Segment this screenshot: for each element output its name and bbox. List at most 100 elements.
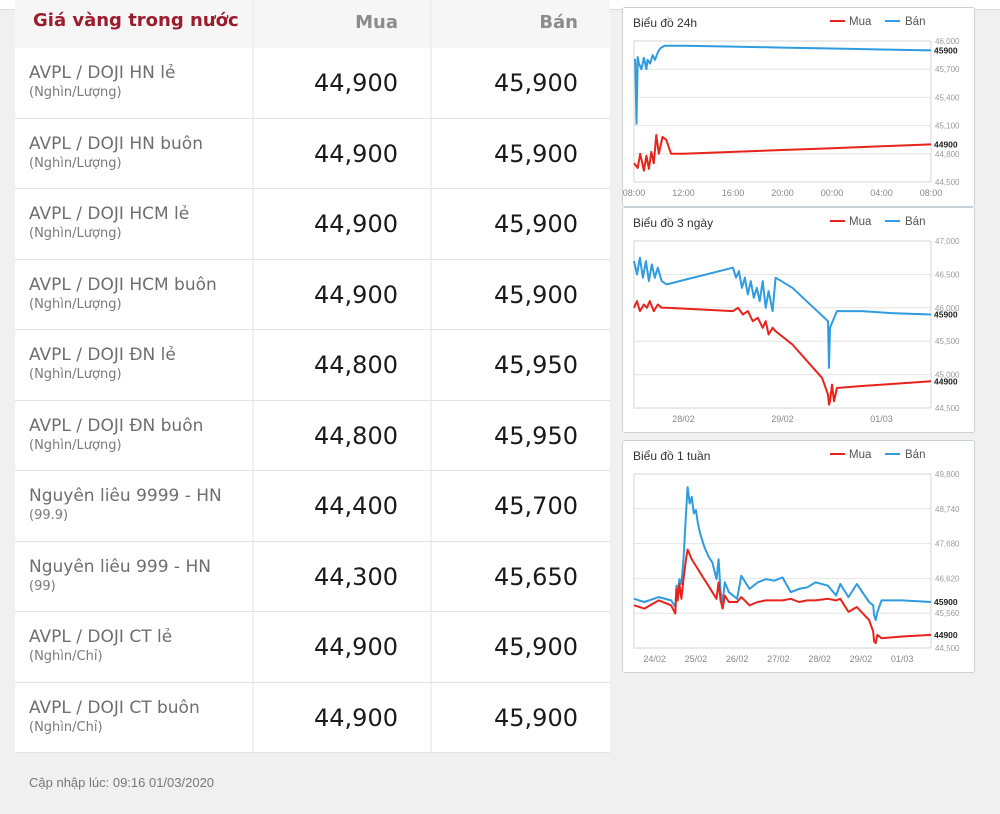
x-tick-label: 28/02 bbox=[672, 414, 695, 424]
chart-panel-3-days: Biểu đồ 3 ngày Mua Bán 47,000 46,500 46,000 45… bbox=[622, 207, 975, 433]
buy-price-cell: 44,900 bbox=[252, 118, 430, 188]
y-tick-label: 45,700 bbox=[935, 65, 960, 74]
buy-price: 44,800 bbox=[314, 351, 398, 379]
chart-background bbox=[623, 208, 974, 432]
product-cell: AVPL / DOJI CT buôn (Nghìn/Chỉ) bbox=[15, 682, 252, 752]
x-tick-label: 01/03 bbox=[891, 654, 914, 664]
buy-price: 44,300 bbox=[314, 562, 398, 591]
x-tick-label: 01/03 bbox=[870, 414, 893, 424]
sell-price: 45,900 bbox=[494, 69, 578, 97]
buy-price: 44,900 bbox=[314, 69, 398, 97]
y-tick-label: 49,800 bbox=[935, 470, 960, 479]
y-tick-label: 44,500 bbox=[935, 404, 960, 413]
product-unit: (Nghìn/Lượng) bbox=[29, 367, 122, 382]
buy-price: 44,900 bbox=[314, 139, 398, 168]
product-name: AVPL / DOJI ĐN lẻ bbox=[29, 345, 176, 365]
y-tick-label: 46,620 bbox=[935, 574, 960, 583]
x-tick-label: 12:00 bbox=[672, 188, 695, 198]
last-value-label-sell: 45900 bbox=[934, 309, 958, 319]
buy-price-cell: 44,800 bbox=[252, 400, 430, 470]
buy-price-cell: 44,900 bbox=[252, 682, 430, 752]
y-tick-label: 44,500 bbox=[935, 644, 960, 653]
product-name: Nguyên liêu 9999 - HN bbox=[29, 486, 222, 506]
chart-panel-24h: Biểu đồ 24h Mua Bán 46,000 45,700 45,400 45,10… bbox=[622, 7, 975, 207]
last-value-label-sell: 45900 bbox=[934, 597, 958, 607]
x-tick-label: 16:00 bbox=[722, 188, 745, 198]
buy-price-cell: 44,800 bbox=[252, 330, 430, 400]
product-unit: (Nghìn/Lượng) bbox=[29, 437, 122, 453]
product-unit: (Nghìn/Chỉ) bbox=[29, 649, 103, 664]
buy-price: 44,900 bbox=[314, 210, 398, 238]
y-tick-label: 46,500 bbox=[935, 270, 960, 279]
buy-price-cell: 44,900 bbox=[252, 612, 430, 682]
product-cell: AVPL / DOJI HN lẻ (Nghìn/Lượng) bbox=[15, 48, 252, 118]
y-tick-label: 45,560 bbox=[935, 609, 960, 618]
sell-price-cell: 45,900 bbox=[430, 682, 610, 752]
buy-price: 44,800 bbox=[314, 421, 398, 450]
series-line-buy bbox=[633, 300, 932, 406]
sell-price: 45,950 bbox=[494, 421, 578, 450]
plot-area-border bbox=[633, 40, 932, 183]
product-name: AVPL / DOJI CT lẻ bbox=[29, 627, 173, 647]
x-tick-label: 20:00 bbox=[771, 188, 794, 198]
sell-price-cell: 45,950 bbox=[430, 400, 610, 470]
sell-price: 45,700 bbox=[494, 492, 578, 520]
table-row: AVPL / DOJI HCM buôn (Nghìn/Lượng) 44,900 4… bbox=[15, 259, 610, 330]
y-tick-label: 45,400 bbox=[935, 93, 960, 102]
chart-legend: Mua Bán bbox=[830, 16, 925, 28]
buy-price-cell: 44,900 bbox=[252, 189, 430, 259]
product-cell: Nguyên liêu 999 - HN (99) bbox=[15, 541, 252, 611]
last-value-label-buy: 44900 bbox=[934, 376, 958, 386]
product-unit: (Nghìn/Chỉ) bbox=[29, 719, 103, 735]
x-tick-label: 08:00 bbox=[920, 188, 943, 198]
product-cell: AVPL / DOJI HCM buôn (Nghìn/Lượng) bbox=[15, 259, 252, 329]
x-tick-label: 28/02 bbox=[808, 654, 831, 664]
y-tick-label: 46,000 bbox=[935, 304, 960, 313]
y-tick-label: 44,800 bbox=[935, 150, 960, 159]
sell-price: 45,650 bbox=[494, 562, 578, 591]
chart-legend: Mua Bán bbox=[830, 449, 925, 461]
sell-price-cell: 45,900 bbox=[430, 48, 610, 118]
chart-panel-1-week: Biểu đồ 1 tuần Mua Bán 49,800 48,740 47,680 46… bbox=[622, 440, 975, 673]
chart-24h: Biểu đồ 24h Mua Bán 46,000 45,700 45,400 45,10… bbox=[623, 8, 974, 206]
series-line-sell bbox=[634, 44, 932, 125]
product-name: Nguyên liêu 999 - HN bbox=[29, 556, 211, 577]
sell-price: 45,900 bbox=[494, 210, 578, 238]
product-unit: (Nghìn/Lượng) bbox=[29, 226, 122, 241]
sell-price: 45,900 bbox=[494, 139, 578, 168]
product-unit: (Nghìn/Lượng) bbox=[29, 85, 122, 100]
buy-price-cell: 44,900 bbox=[252, 48, 430, 118]
product-unit: (Nghìn/Lượng) bbox=[29, 296, 122, 312]
table-title: Giá vàng trong nước bbox=[15, 0, 252, 48]
chart-background bbox=[623, 441, 974, 672]
product-unit: (99.9) bbox=[29, 508, 69, 523]
buy-price: 44,900 bbox=[314, 703, 398, 732]
product-cell: AVPL / DOJI ĐN buôn (Nghìn/Lượng) bbox=[15, 400, 252, 470]
table-row: AVPL / DOJI HCM lẻ (Nghìn/Lượng) 44,900 45,… bbox=[15, 189, 610, 260]
sell-price-cell: 45,900 bbox=[430, 259, 610, 329]
chart-title: Biểu đồ 24h bbox=[633, 16, 697, 30]
chart-title: Biểu đồ 1 tuần bbox=[633, 449, 710, 463]
chart-background bbox=[623, 8, 974, 206]
legend-label-buy: Mua bbox=[849, 449, 872, 461]
table-row: AVPL / DOJI ĐN buôn (Nghìn/Lượng) 44,800 45… bbox=[15, 400, 610, 471]
buy-price: 44,400 bbox=[314, 492, 398, 520]
last-value-label-buy: 44900 bbox=[934, 630, 958, 640]
chart-legend: Mua Bán bbox=[830, 216, 925, 228]
product-name: AVPL / DOJI HN lẻ bbox=[29, 63, 176, 83]
table-row: Nguyên liêu 9999 - HN (99.9) 44,400 45,700 bbox=[15, 471, 610, 542]
y-tick-label: 45,000 bbox=[935, 371, 960, 380]
product-unit: (Nghìn/Lượng) bbox=[29, 155, 122, 171]
sell-price: 45,900 bbox=[494, 280, 578, 309]
table-row: AVPL / DOJI ĐN lẻ (Nghìn/Lượng) 44,800 45,9… bbox=[15, 330, 610, 401]
product-unit: (99) bbox=[29, 578, 56, 594]
legend-label-sell: Bán bbox=[905, 16, 925, 28]
plot-area-border bbox=[633, 473, 932, 649]
sell-price-cell: 45,950 bbox=[430, 330, 610, 400]
product-cell: AVPL / DOJI HCM lẻ (Nghìn/Lượng) bbox=[15, 189, 252, 259]
y-tick-label: 44,500 bbox=[935, 178, 960, 187]
series-line-buy bbox=[633, 134, 932, 172]
legend-label-sell: Bán bbox=[905, 216, 925, 228]
product-name: AVPL / DOJI HCM lẻ bbox=[29, 204, 190, 224]
series-line-buy bbox=[633, 548, 932, 645]
